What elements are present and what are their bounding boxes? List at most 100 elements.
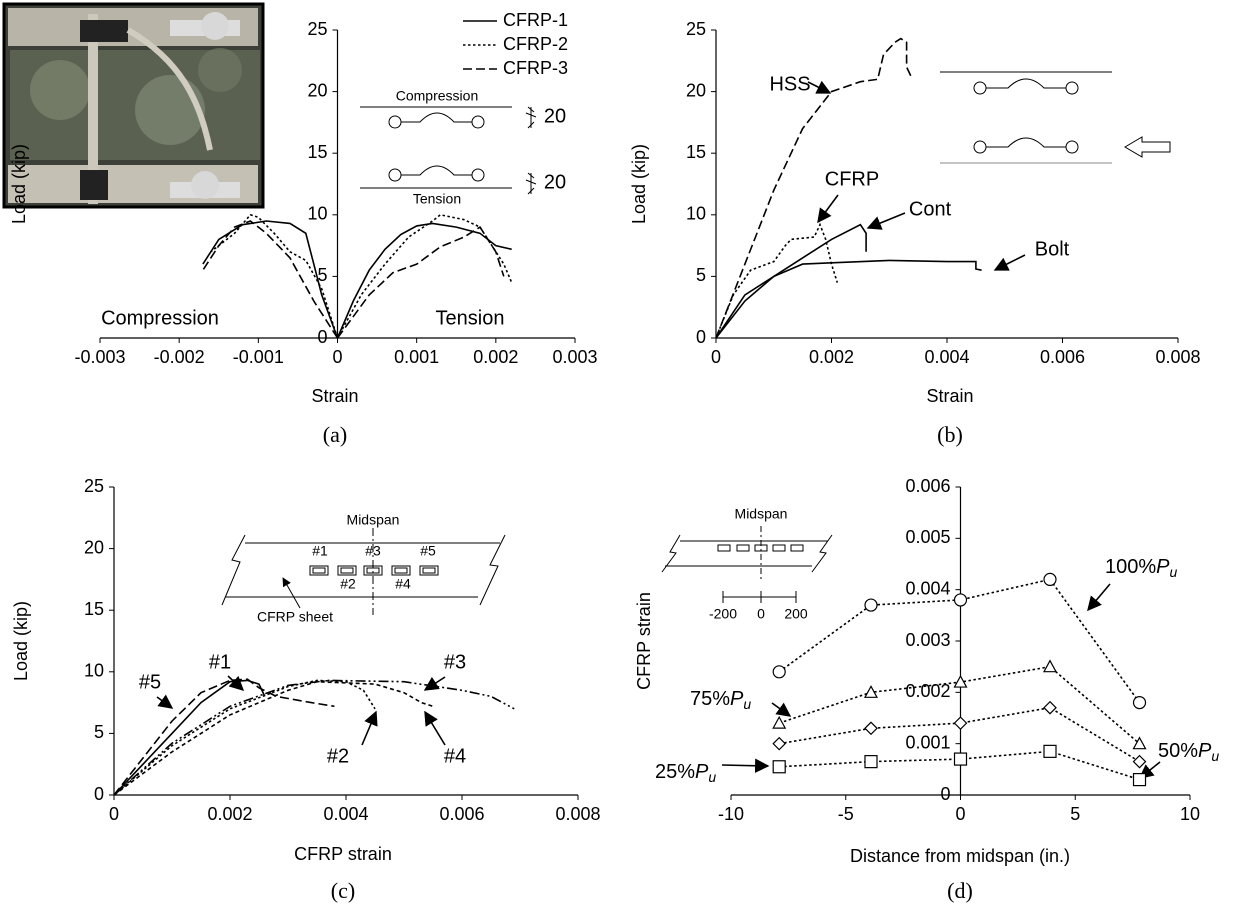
annotation: Compression <box>396 88 478 104</box>
callout-arrow <box>227 675 245 691</box>
marker <box>1132 772 1147 787</box>
y-tick-label: 5 <box>317 265 327 285</box>
x-tick-label: 5 <box>1070 804 1080 824</box>
loading-sketch <box>940 71 1171 164</box>
annotation: Compression <box>101 307 219 329</box>
x-axis-title: CFRP strain <box>294 844 392 864</box>
legend-label: CFRP-3 <box>503 58 568 78</box>
marker <box>1043 572 1057 587</box>
callout-arrow <box>807 80 832 94</box>
x-tick-label: 0 <box>109 804 119 824</box>
chart-panel: 0 5 10 15 20 25 0 0.002 0.004 0.006 0.008 CFRP stra… <box>11 476 601 903</box>
y-tick-label: 10 <box>686 204 706 224</box>
y-tick-label: 0.004 <box>905 578 950 598</box>
y-tick-label: 0.005 <box>905 527 950 547</box>
annotation: Midspan <box>347 512 400 528</box>
y-tick-label: 15 <box>686 142 706 162</box>
x-tick-label: -0.002 <box>154 347 205 367</box>
x-tick-label: 0.006 <box>1040 347 1085 367</box>
chart-panel: 0 5 10 15 20 25 0 0.002 0.004 0.006 0.008 Strain Loa… <box>629 19 1201 447</box>
legend-label: CFRP-1 <box>503 10 568 30</box>
y-tick-label: 25 <box>686 19 706 39</box>
x-tick-label: 0.002 <box>809 347 854 367</box>
callout-arrow <box>423 676 446 691</box>
series-label: #3 <box>444 651 466 673</box>
x-tick-label: -10 <box>718 804 744 824</box>
data-line <box>113 679 376 796</box>
y-tick-label: 5 <box>696 265 706 285</box>
y-axis-title: Load (kip) <box>11 601 31 681</box>
annotation: Tension <box>436 307 505 329</box>
x-tick-label: 0 <box>711 347 721 367</box>
panel-label: (d) <box>947 878 973 903</box>
y-tick-label: 20 <box>307 80 327 100</box>
gauge-label: #3 <box>365 543 381 559</box>
marker <box>953 752 968 766</box>
x-tick-label: 0 <box>955 804 965 824</box>
gauge-label: #2 <box>340 576 356 592</box>
marker <box>953 716 968 730</box>
series-label: #5 <box>139 671 161 693</box>
callout-arrow <box>721 758 770 773</box>
series-label: 25%Pu <box>655 761 716 784</box>
marker <box>1042 659 1058 673</box>
data-line <box>779 706 1140 763</box>
marker <box>772 760 786 774</box>
callout-arrow <box>817 194 839 224</box>
annotation: Tension <box>413 191 461 207</box>
annotation: 20 <box>544 171 566 193</box>
series-label: #1 <box>209 651 231 673</box>
annotation: 0 <box>757 606 765 622</box>
gauge-label: #1 <box>312 543 328 559</box>
marker <box>1132 695 1147 710</box>
series-label: CFRP <box>825 168 879 190</box>
y-tick-label: 15 <box>307 142 327 162</box>
callout-arrow <box>156 694 174 709</box>
y-tick-label: 0.003 <box>905 630 950 650</box>
x-tick-label: -5 <box>838 804 854 824</box>
marker <box>864 755 878 769</box>
data-line <box>113 680 434 796</box>
x-tick-label: 0.004 <box>323 804 368 824</box>
callout-arrow <box>361 710 378 746</box>
data-line <box>715 223 867 339</box>
y-tick-label: 5 <box>94 722 104 742</box>
gauge-label: #5 <box>420 543 436 559</box>
marker <box>772 715 787 729</box>
marker <box>863 685 879 698</box>
panel-label: (b) <box>937 422 963 447</box>
callout-arrow <box>424 710 446 746</box>
x-tick-label: 0.001 <box>394 347 439 367</box>
x-tick-label: 10 <box>1180 804 1200 824</box>
y-tick-label: 0.002 <box>905 681 950 701</box>
y-tick-label: 0 <box>696 327 706 347</box>
marker <box>953 593 968 607</box>
data-line <box>715 259 982 339</box>
y-axis-title: CFRP strain <box>634 592 654 690</box>
y-axis-title: Load (kip) <box>629 144 649 224</box>
y-tick-label: 10 <box>84 661 104 681</box>
series-label: #2 <box>327 745 349 767</box>
y-tick-label: 25 <box>307 19 327 39</box>
x-tick-label: 0.004 <box>924 347 969 367</box>
y-tick-label: 20 <box>84 537 104 557</box>
series-label: 100%Pu <box>1105 556 1178 579</box>
marker <box>953 674 968 688</box>
x-axis-title: Strain <box>926 386 973 406</box>
data-line <box>210 213 513 339</box>
annotation: 20 <box>544 105 566 127</box>
series-label: 75%Pu <box>690 688 751 711</box>
annotation: 200 <box>784 606 808 622</box>
marker <box>864 598 878 612</box>
y-tick-label: 20 <box>686 80 706 100</box>
x-tick-label: 0.008 <box>1155 347 1200 367</box>
y-tick-label: 15 <box>84 599 104 619</box>
marker <box>1043 744 1057 758</box>
data-line <box>113 679 515 796</box>
data-line <box>202 220 505 339</box>
section-sketch <box>360 106 537 195</box>
data-line <box>113 678 335 796</box>
marker <box>864 721 878 736</box>
photo-inset <box>2 2 265 209</box>
callout-arrow <box>771 702 792 717</box>
